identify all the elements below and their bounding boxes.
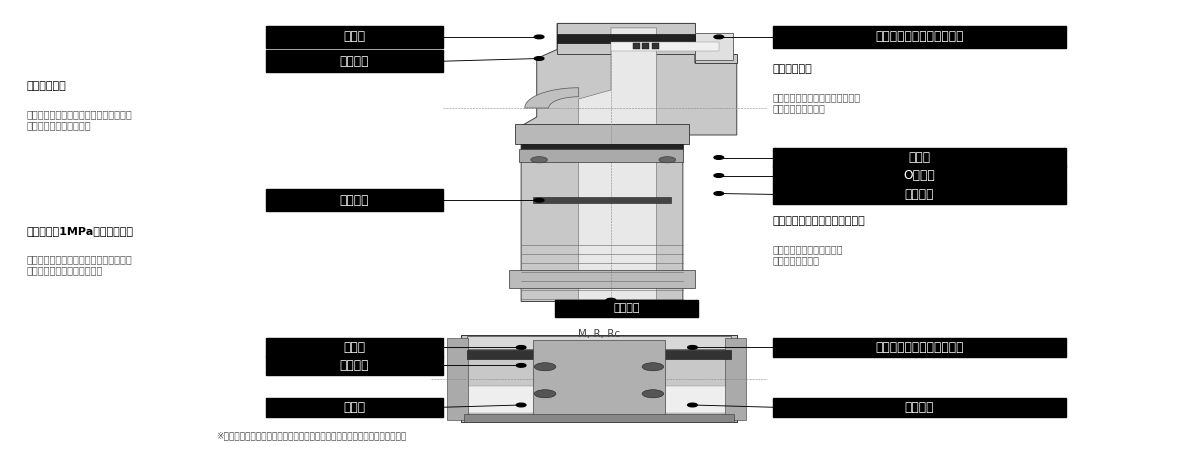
Circle shape <box>606 298 616 302</box>
FancyBboxPatch shape <box>555 300 698 317</box>
Circle shape <box>714 35 724 39</box>
FancyBboxPatch shape <box>515 124 689 144</box>
FancyBboxPatch shape <box>652 43 659 49</box>
FancyBboxPatch shape <box>642 43 649 49</box>
Text: ボディ: ボディ <box>344 401 365 414</box>
Polygon shape <box>557 23 737 63</box>
Circle shape <box>516 403 526 407</box>
Text: ガイド: ガイド <box>344 31 365 43</box>
Circle shape <box>714 156 724 159</box>
FancyBboxPatch shape <box>266 338 443 357</box>
FancyBboxPatch shape <box>773 338 1066 357</box>
FancyBboxPatch shape <box>266 50 443 72</box>
FancyBboxPatch shape <box>611 42 719 51</box>
Circle shape <box>534 35 544 39</box>
FancyBboxPatch shape <box>533 340 665 418</box>
Circle shape <box>642 390 664 398</box>
FancyBboxPatch shape <box>773 166 1066 185</box>
Circle shape <box>534 198 544 202</box>
Circle shape <box>534 363 556 371</box>
Text: リリースプッシュ（白色）: リリースプッシュ（白色） <box>876 31 963 43</box>
Text: ガイド: ガイド <box>344 341 365 354</box>
FancyBboxPatch shape <box>447 338 468 420</box>
Text: 軽い取外し力: 軽い取外し力 <box>773 64 812 74</box>
Circle shape <box>688 403 697 407</box>
FancyBboxPatch shape <box>266 398 443 417</box>
FancyBboxPatch shape <box>725 338 746 420</box>
Circle shape <box>531 157 547 163</box>
FancyBboxPatch shape <box>467 336 731 349</box>
FancyBboxPatch shape <box>519 149 683 162</box>
FancyBboxPatch shape <box>509 270 695 288</box>
FancyBboxPatch shape <box>773 398 1066 417</box>
Text: Oリング: Oリング <box>903 169 936 182</box>
Text: M, R, Rc: M, R, Rc <box>577 329 621 339</box>
Polygon shape <box>521 23 737 302</box>
Polygon shape <box>525 88 579 108</box>
Text: 大きな保持力: 大きな保持力 <box>26 81 66 91</box>
Circle shape <box>714 174 724 177</box>
FancyBboxPatch shape <box>773 185 1066 204</box>
Text: チャック: チャック <box>340 55 369 68</box>
Text: スタッド: スタッド <box>904 188 934 201</box>
FancyBboxPatch shape <box>266 26 443 48</box>
Polygon shape <box>579 28 657 302</box>
FancyBboxPatch shape <box>695 33 733 60</box>
Text: パッキン: パッキン <box>340 194 369 207</box>
FancyBboxPatch shape <box>464 386 734 413</box>
FancyBboxPatch shape <box>464 414 734 422</box>
FancyBboxPatch shape <box>633 43 640 49</box>
Circle shape <box>516 346 526 349</box>
FancyBboxPatch shape <box>467 350 731 359</box>
FancyBboxPatch shape <box>533 197 671 203</box>
Text: ※ねじ部がなくボディ材質が樹脂のみの製品は全て錸系不可仕様となります。: ※ねじ部がなくボディ材質が樹脂のみの製品は全て錸系不可仕様となります。 <box>216 431 406 440</box>
Circle shape <box>534 57 544 60</box>
FancyBboxPatch shape <box>266 189 443 211</box>
Text: 低真空から1MPaまで使用可能: 低真空から1MPaまで使用可能 <box>26 226 133 236</box>
FancyBboxPatch shape <box>557 34 695 43</box>
Circle shape <box>534 390 556 398</box>
FancyBboxPatch shape <box>773 26 1066 48</box>
Text: 接続ねじ: 接続ねじ <box>613 303 640 313</box>
Text: チャックがチューブへ必要以上に
啤い込むのを防止。: チャックがチューブへ必要以上に 啤い込むのを防止。 <box>773 92 861 113</box>
Text: 狭いスペースでの配管に効果的: 狭いスペースでの配管に効果的 <box>773 216 865 226</box>
Text: リリースプッシュ（白色）: リリースプッシュ（白色） <box>876 341 963 354</box>
FancyBboxPatch shape <box>461 335 737 422</box>
Text: パッキン: パッキン <box>904 401 934 414</box>
Circle shape <box>516 364 526 367</box>
FancyBboxPatch shape <box>521 144 683 149</box>
Circle shape <box>642 363 664 371</box>
Text: ボディ: ボディ <box>908 151 931 164</box>
Text: 特殊形状により、確実なシールおよび、
チューブ挿入時の抗抜が小。: 特殊形状により、確実なシールおよび、 チューブ挿入時の抗抜が小。 <box>26 254 132 275</box>
FancyBboxPatch shape <box>773 148 1066 167</box>
FancyBboxPatch shape <box>266 356 443 375</box>
Circle shape <box>714 192 724 195</box>
Circle shape <box>659 157 676 163</box>
Circle shape <box>688 346 697 349</box>
Text: チャックにより確実な啡い付きを行い、
チューブ保持力を増大。: チャックにより確実な啡い付きを行い、 チューブ保持力を増大。 <box>26 109 132 130</box>
Text: ボディとねじ部が回転し、
低置決めが可能。: ボディとねじ部が回転し、 低置決めが可能。 <box>773 244 843 266</box>
Text: チャック: チャック <box>340 359 369 372</box>
